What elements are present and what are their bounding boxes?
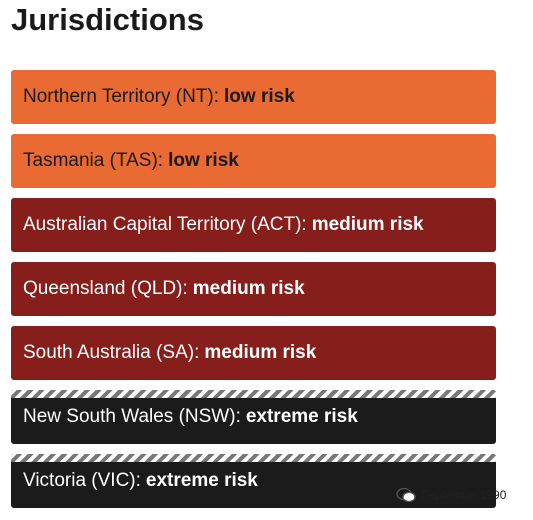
risk-level: extreme risk xyxy=(145,470,258,491)
hazard-stripe xyxy=(11,390,496,398)
risk-level: medium risk xyxy=(204,342,317,363)
jurisdiction-name: Northern Territory (NT): xyxy=(23,86,220,107)
jurisdiction-name: New South Wales (NSW): xyxy=(23,406,241,427)
wechat-icon xyxy=(396,487,416,503)
risk-level: medium risk xyxy=(311,214,424,235)
jurisdiction-name: Victoria (VIC): xyxy=(23,470,141,491)
jurisdiction-item: Australian Capital Territory (ACT): mediu… xyxy=(11,198,496,252)
page-title: Jurisdictions xyxy=(11,2,204,37)
jurisdiction-item: Northern Territory (NT): low risk xyxy=(11,70,496,124)
watermark-text: September1990 xyxy=(421,488,507,502)
jurisdiction-name: Queensland (QLD): xyxy=(23,278,188,299)
jurisdiction-name: Australian Capital Territory (ACT): xyxy=(23,214,307,235)
jurisdiction-item: Tasmania (TAS): low risk xyxy=(11,134,496,188)
jurisdiction-item: New South Wales (NSW): extreme risk xyxy=(11,390,496,444)
jurisdiction-name: Tasmania (TAS): xyxy=(23,150,164,171)
risk-level: low risk xyxy=(168,150,239,171)
jurisdiction-item: South Australia (SA): medium risk xyxy=(11,326,496,380)
risk-level: extreme risk xyxy=(245,406,358,427)
risk-level: low risk xyxy=(224,86,295,107)
jurisdiction-item: Victoria (VIC): extreme risk xyxy=(11,454,496,508)
risk-level: medium risk xyxy=(192,278,305,299)
watermark: September1990 xyxy=(396,487,506,503)
hazard-stripe xyxy=(11,454,496,462)
jurisdiction-item: Queensland (QLD): medium risk xyxy=(11,262,496,316)
jurisdiction-name: South Australia (SA): xyxy=(23,342,200,363)
